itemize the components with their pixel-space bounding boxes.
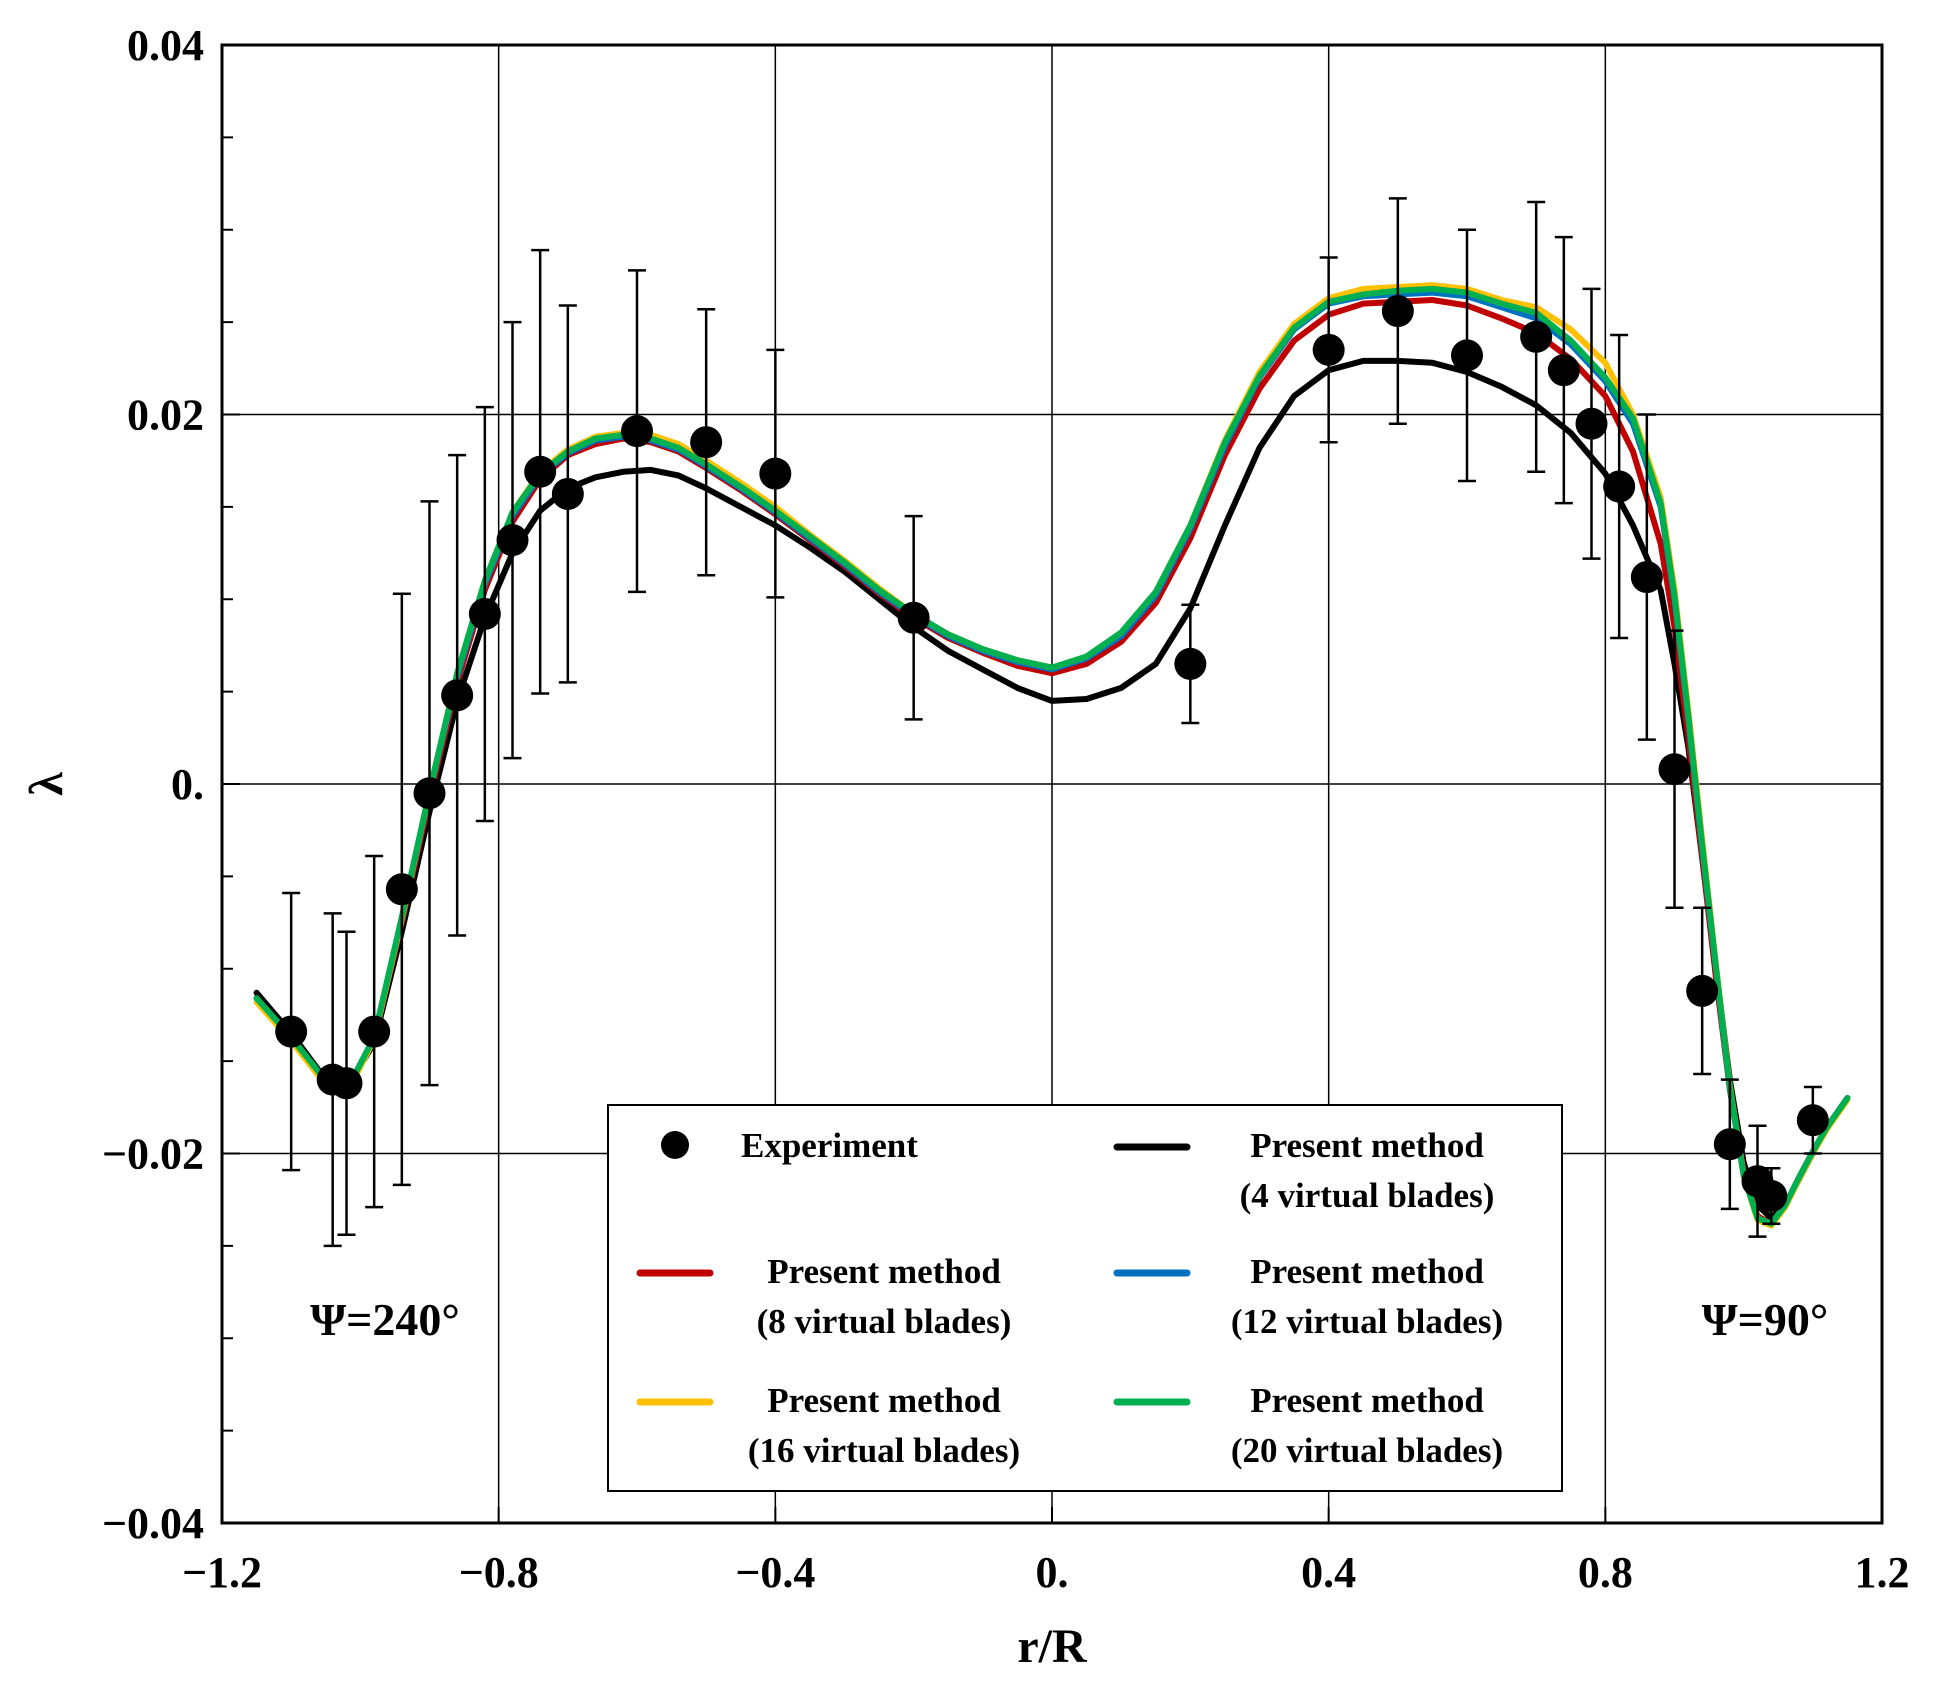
experiment-point [621,415,653,448]
y-axis-label: λ [20,772,73,796]
experiment-point [1451,339,1483,372]
experiment-point [1796,1104,1829,1137]
legend-label-4-blades-line2: (4 virtual blades) [1240,1176,1495,1215]
legend: Experiment Present method (4 virtual bla… [607,1104,1563,1492]
experiment-point [441,679,474,712]
x-tick-label: −0.8 [459,1548,539,1597]
legend-label-20-blades-line1: Present method [1250,1381,1484,1420]
legend-experiment-label: Experiment [741,1126,918,1165]
experiment-point [496,524,529,557]
experiment-point [1520,320,1553,353]
experiment-point [1174,647,1207,680]
experiment-point [1658,753,1691,786]
legend-label-8-blades-line1: Present method [767,1252,1001,1291]
x-tick-label: 0.8 [1578,1548,1633,1597]
experiment-point [413,777,446,810]
x-tick-label: 0.4 [1301,1548,1356,1597]
experiment-point [1686,974,1719,1007]
y-tick-label: 0.04 [127,21,204,70]
experiment-point [1575,407,1608,440]
experiment-point [468,598,501,631]
legend-label-20-blades-line2: (20 virtual blades) [1231,1431,1503,1470]
experiment-points [275,295,1829,1212]
y-tick-label: −0.04 [102,1499,204,1548]
series-line-20-blades [253,285,1851,1227]
legend-label-16-blades-line1: Present method [767,1381,1001,1420]
legend-label-12-blades-line1: Present method [1250,1252,1484,1291]
plot-frame [220,43,1884,1525]
experiment-point [1713,1128,1746,1161]
experiment-point [275,1015,308,1048]
annotation-psi-240: Ψ=240° [310,1294,459,1345]
experiment-point [1603,470,1636,503]
y-tick-labels: −0.04 −0.02 0. 0.02 0.04 [102,21,204,1548]
experiment-point [385,873,418,906]
x-tick-label: −1.2 [182,1548,262,1597]
legend-label-16-blades-line2: (16 virtual blades) [748,1431,1020,1470]
experiment-point [1312,333,1345,366]
x-tick-labels: −1.2 −0.8 −0.4 0. 0.4 0.8 1.2 [182,1548,1910,1597]
experiment-point [524,455,557,488]
experiment-point [1547,354,1580,387]
legend-label-8-blades-line2: (8 virtual blades) [757,1302,1012,1341]
x-tick-label: 1.2 [1855,1548,1910,1597]
annotation-psi-90: Ψ=90° [1702,1294,1828,1345]
x-tick-label: −0.4 [735,1548,815,1597]
experiment-point [1381,295,1414,328]
y-tick-label: −0.02 [102,1130,204,1179]
experiment-point [330,1067,363,1100]
experiment-point [551,477,584,510]
y-tick-label: 0.02 [127,391,204,440]
experiment-point [1630,561,1663,594]
legend-box [607,1104,1563,1492]
legend-label-4-blades-line1: Present method [1250,1126,1484,1165]
x-axis-label: r/R [1017,1620,1088,1673]
x-tick-label: 0. [1036,1548,1069,1597]
experiment-point [690,426,723,459]
experiment-point [759,457,792,490]
experiment-point [1755,1179,1788,1212]
experiment-point [358,1015,391,1048]
legend-label-12-blades-line2: (12 virtual blades) [1231,1302,1503,1341]
experiment-point [897,601,930,634]
y-tick-label: 0. [171,760,204,809]
legend-experiment-marker [661,1131,689,1159]
